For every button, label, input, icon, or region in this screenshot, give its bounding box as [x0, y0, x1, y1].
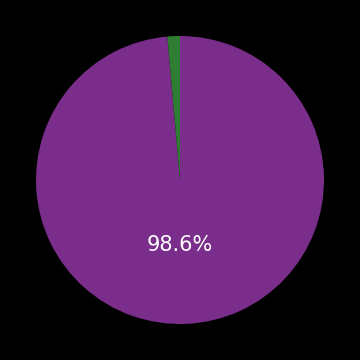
Text: 98.6%: 98.6% — [147, 235, 213, 255]
Wedge shape — [167, 36, 180, 180]
Wedge shape — [36, 36, 324, 324]
